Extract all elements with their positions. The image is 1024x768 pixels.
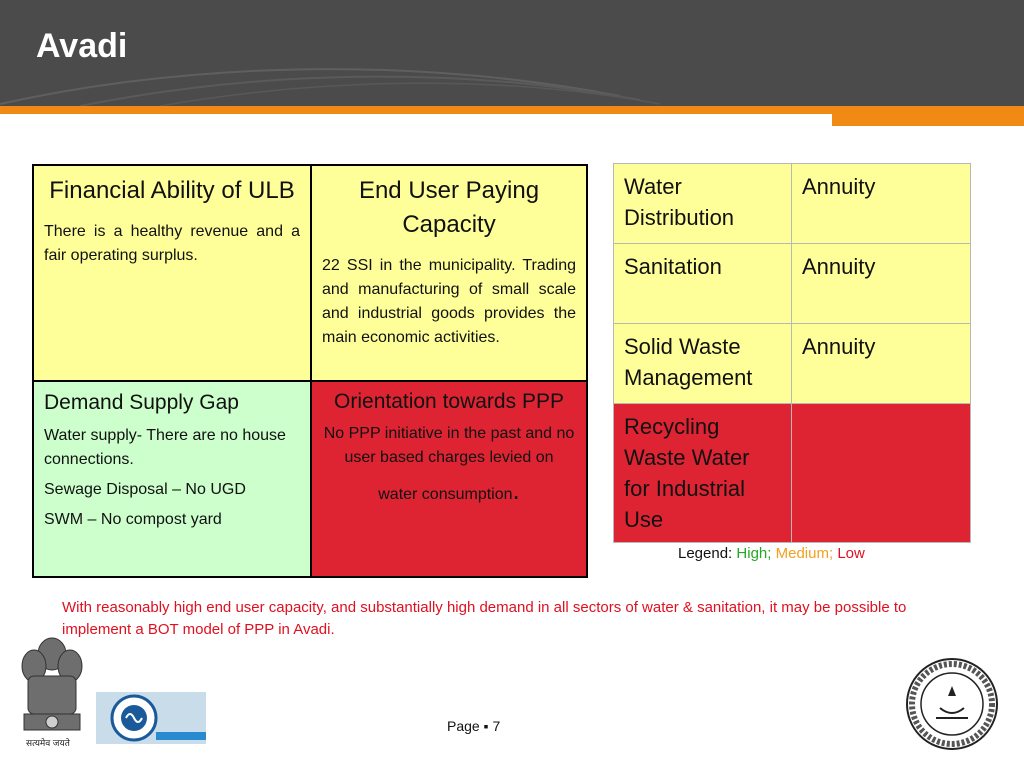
organization-logo-icon xyxy=(96,692,206,744)
ppp-orientation-last-line: water consumption. xyxy=(322,477,576,504)
demand-line: Water supply- There are no house connect… xyxy=(44,427,286,468)
slide-title: Avadi xyxy=(36,27,128,65)
service-cell: Solid Waste Management xyxy=(613,323,792,404)
summary-text: With reasonably high end user capacity, … xyxy=(62,599,907,638)
assessment-matrix: Financial Ability of ULB There is a heal… xyxy=(32,164,588,578)
header-accent-bar xyxy=(0,106,1024,114)
service-cell: Sanitation xyxy=(613,243,792,324)
ppp-options-table: Water Distribution Annuity Sanitation An… xyxy=(613,163,971,543)
legend-high: High; xyxy=(736,545,772,562)
emblem-caption: सत्यमेव जयते xyxy=(26,738,70,748)
demand-line: Sewage Disposal – No UGD xyxy=(44,481,246,498)
demand-supply-gap-cell: Demand Supply Gap Water supply- There ar… xyxy=(32,380,312,578)
table-row: Solid Waste Management Annuity xyxy=(613,323,971,404)
financial-ability-cell: Financial Ability of ULB There is a heal… xyxy=(32,164,312,382)
financial-ability-title: Financial Ability of ULB xyxy=(49,177,295,204)
table-row: Sanitation Annuity xyxy=(613,243,971,324)
model-cell: Annuity xyxy=(791,163,971,244)
model-cell: Annuity xyxy=(791,323,971,404)
slide-header: Avadi xyxy=(0,0,1024,106)
ppp-orientation-last-text: water consumption xyxy=(378,486,513,503)
financial-ability-text: There is a healthy revenue and a fair op… xyxy=(44,223,300,264)
national-emblem-icon xyxy=(21,637,83,731)
end-user-capacity-cell: End User Paying Capacity 22 SSI in the m… xyxy=(310,164,588,382)
legend-prefix: Legend: xyxy=(678,545,733,562)
table-row: Water Distribution Annuity xyxy=(613,163,971,244)
model-cell xyxy=(791,403,971,543)
header-accent-strip xyxy=(832,114,1024,126)
end-user-capacity-text: 22 SSI in the municipality. Trading and … xyxy=(322,257,576,346)
iit-madras-logo-icon xyxy=(906,658,998,750)
service-cell: Water Distribution xyxy=(613,163,792,244)
page-number: Page ▪ 7 xyxy=(447,718,501,734)
header-swoosh-decoration xyxy=(0,68,661,106)
model-cell: Annuity xyxy=(791,243,971,324)
legend-low: Low xyxy=(837,545,865,562)
service-cell: Recycling Waste Water for Industrial Use xyxy=(613,403,792,543)
end-user-capacity-title: End User Paying Capacity xyxy=(358,177,540,238)
ppp-orientation-text: No PPP initiative in the past and no use… xyxy=(323,425,575,466)
demand-line: SWM – No compost yard xyxy=(44,511,222,528)
table-row: Recycling Waste Water for Industrial Use xyxy=(613,403,971,543)
demand-supply-gap-title: Demand Supply Gap xyxy=(44,391,239,414)
ppp-orientation-cell: Orientation towards PPP No PPP initiativ… xyxy=(310,380,588,578)
ppp-orientation-title: Orientation towards PPP xyxy=(334,390,564,413)
ppp-orientation-period: . xyxy=(512,475,520,505)
color-legend: Legend: High; Medium; Low xyxy=(678,545,865,562)
legend-medium: Medium; xyxy=(775,545,834,562)
